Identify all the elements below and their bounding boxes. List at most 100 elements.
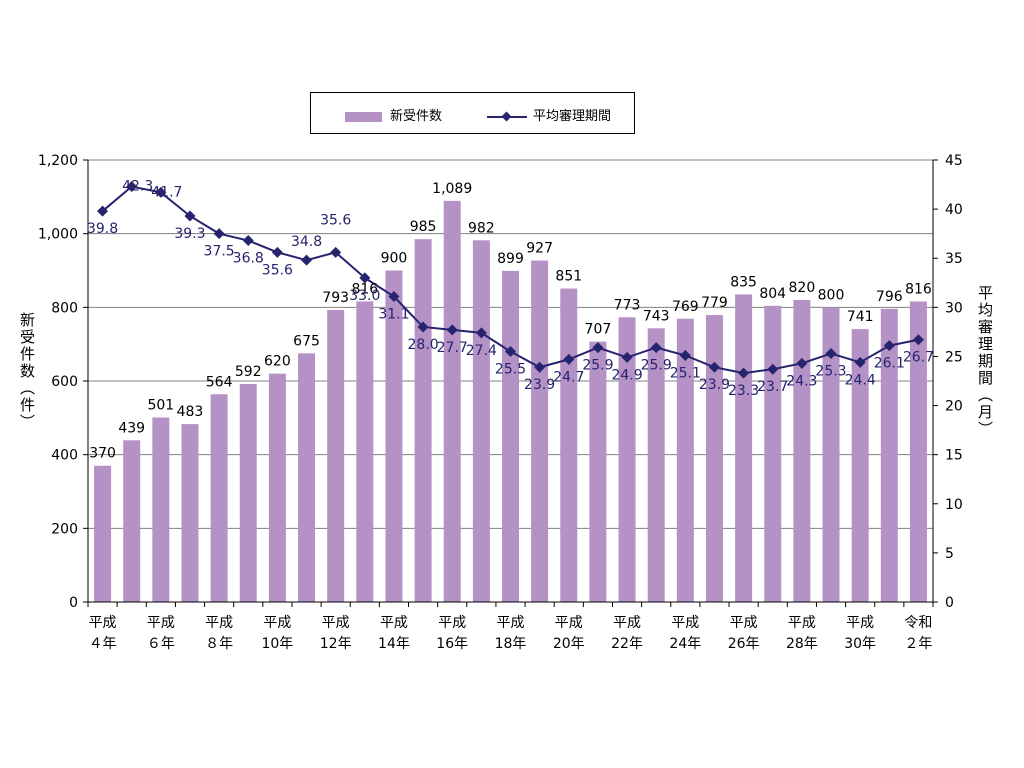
line-value-label: 34.8	[291, 234, 322, 250]
bar	[822, 307, 840, 602]
left-tick-label: 600	[51, 374, 78, 390]
x-tick-label: 22年	[611, 636, 643, 652]
bar	[909, 301, 927, 602]
x-tick-label: 24年	[669, 636, 701, 652]
line-point	[213, 228, 225, 240]
line-value-label: 42.3	[122, 179, 153, 195]
bar	[735, 294, 753, 602]
right-tick-label: 0	[945, 595, 954, 611]
right-axis-title: 平均審理期間（月）	[976, 285, 994, 438]
bar-value-label: 899	[497, 251, 524, 267]
bar-value-label: 816	[905, 281, 932, 297]
line-value-label: 26.1	[874, 356, 905, 372]
bar	[210, 394, 228, 602]
bar	[94, 465, 112, 602]
left-tick-label: 1,200	[38, 153, 78, 169]
legend-item-bar: 新受件数	[345, 105, 442, 124]
x-tick-label: 18年	[495, 636, 527, 652]
line-value-label: 36.8	[233, 251, 264, 267]
bar	[676, 318, 694, 602]
bar-value-label: 779	[701, 295, 728, 311]
right-tick-label: 15	[945, 448, 963, 464]
x-tick-label: 14年	[378, 636, 410, 652]
line-point	[417, 321, 429, 333]
line-value-label: 35.6	[262, 262, 293, 278]
line-point	[563, 353, 575, 365]
x-tick-label: 平成	[497, 615, 525, 631]
bar-value-label: 707	[585, 322, 612, 338]
line-point	[796, 357, 808, 369]
x-tick-label: 28年	[786, 636, 818, 652]
left-tick-label: 400	[51, 448, 78, 464]
x-tick-label: 平成	[846, 615, 874, 631]
x-tick-label: 平成	[147, 615, 175, 631]
bar-value-label: 851	[555, 269, 582, 285]
line-value-label: 23.7	[757, 379, 788, 395]
left-tick-label: 200	[51, 521, 78, 537]
line-value-label: 24.4	[845, 372, 876, 388]
line-point	[679, 349, 691, 361]
line-point	[912, 334, 924, 346]
x-axis-ticks: 平成 ４年 平成 ６年 平成 ８年 平成 10年 平成 12年 平成 14年 平成 16年 平成 18年 平成 2…	[87, 602, 934, 652]
right-tick-label: 40	[945, 202, 963, 218]
line-value-label: 25.9	[582, 358, 613, 374]
line-value-label: 23.9	[524, 377, 555, 393]
bar-value-label: 483	[177, 404, 204, 420]
bar-value-label: 793	[322, 290, 349, 306]
bar	[880, 308, 898, 602]
line-point	[126, 181, 138, 193]
line-value-label: 35.6	[320, 212, 351, 228]
bar	[123, 440, 141, 602]
right-tick-label: 5	[945, 546, 954, 562]
x-tick-label: 平成	[380, 615, 408, 631]
line-value-label: 23.3	[728, 383, 759, 399]
x-tick-label: 平成	[671, 615, 699, 631]
bar-value-label: 796	[876, 289, 903, 305]
bar	[414, 239, 432, 603]
x-tick-label: ２年	[904, 636, 932, 652]
bar-value-label: 816	[351, 281, 378, 297]
line-value-label: 24.9	[611, 367, 642, 383]
bar-value-label: 900	[381, 251, 408, 267]
line-value-label: 31.1	[378, 307, 409, 323]
x-tick-label: 26年	[728, 636, 760, 652]
left-tick-label: 800	[51, 300, 78, 316]
bar-value-label: 620	[264, 354, 291, 370]
bar-value-label: 820	[789, 280, 816, 296]
bar-value-label: 592	[235, 364, 262, 380]
line-point	[534, 361, 546, 373]
right-tick-label: 35	[945, 251, 963, 267]
line-value-label: 25.9	[641, 358, 672, 374]
x-tick-label: 12年	[320, 636, 352, 652]
bar	[502, 270, 519, 602]
left-tick-label: 0	[69, 595, 78, 611]
line-value-label: 25.3	[815, 363, 846, 379]
right-axis-ticks: 0 5 10 15 20 25 30 35 40 45	[933, 153, 963, 611]
bar	[268, 373, 286, 602]
line-marker-icon	[487, 111, 527, 123]
line-value-labels: 39.842.341.739.337.536.835.634.835.633.0…	[87, 179, 934, 400]
legend: 新受件数 平均審理期間	[310, 92, 635, 134]
bar	[385, 270, 403, 602]
line-value-label: 27.7	[437, 340, 468, 356]
line-point	[592, 342, 604, 354]
bar	[647, 328, 665, 602]
bar-value-label: 982	[468, 220, 495, 236]
bar-value-label: 804	[759, 286, 786, 302]
bar	[793, 299, 811, 602]
x-tick-label: 20年	[553, 636, 585, 652]
x-tick-label: 平成	[555, 615, 583, 631]
legend-item-line: 平均審理期間	[487, 105, 611, 124]
bar-value-label: 835	[730, 274, 757, 290]
line-value-label: 25.5	[495, 362, 526, 378]
line-point	[650, 342, 662, 354]
x-tick-label: 16年	[436, 636, 468, 652]
bar	[705, 315, 723, 602]
line-point	[155, 186, 167, 198]
bar-value-label: 769	[672, 299, 699, 315]
bar	[356, 301, 374, 602]
line-point	[242, 235, 254, 247]
line-point	[475, 327, 487, 339]
line-point	[708, 361, 720, 373]
